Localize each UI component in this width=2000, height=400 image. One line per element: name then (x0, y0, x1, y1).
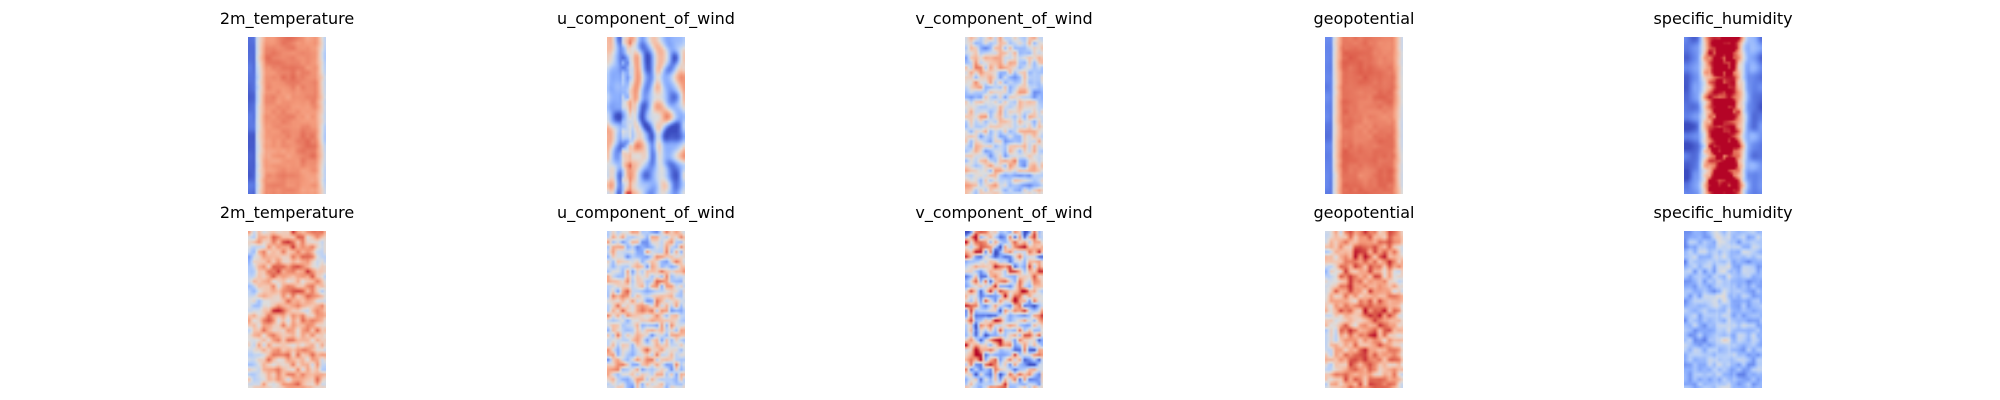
heatmap-panel-specific-humidity-row-2 (1684, 231, 1762, 388)
panel-title: specific_humidity (1653, 9, 1793, 28)
heatmap-panel-u-component-of-wind-row-1 (607, 37, 685, 194)
heatmap-panel-geopotential-row-1 (1325, 37, 1403, 194)
heatmap-panel-geopotential-row-2 (1325, 231, 1403, 388)
panel-title: 2m_temperature (219, 203, 355, 222)
panel-title: u_component_of_wind (557, 203, 735, 222)
heatmap-panel-u-component-of-wind-row-2 (607, 231, 685, 388)
panel-title: geopotential (1313, 9, 1415, 28)
heatmap-panel-specific-humidity-row-1 (1684, 37, 1762, 194)
heatmap-panel-v-component-of-wind-row-1 (965, 37, 1043, 194)
panel-title: v_component_of_wind (915, 203, 1093, 222)
panel-title: v_component_of_wind (915, 9, 1093, 28)
panel-title: u_component_of_wind (557, 9, 735, 28)
panel-title: specific_humidity (1653, 203, 1793, 222)
heatmap-panel-2m-temperature-row-1 (248, 37, 326, 194)
heatmap-panel-2m-temperature-row-2 (248, 231, 326, 388)
heatmap-panel-v-component-of-wind-row-2 (965, 231, 1043, 388)
panel-title: geopotential (1313, 203, 1415, 222)
panel-title: 2m_temperature (219, 9, 355, 28)
